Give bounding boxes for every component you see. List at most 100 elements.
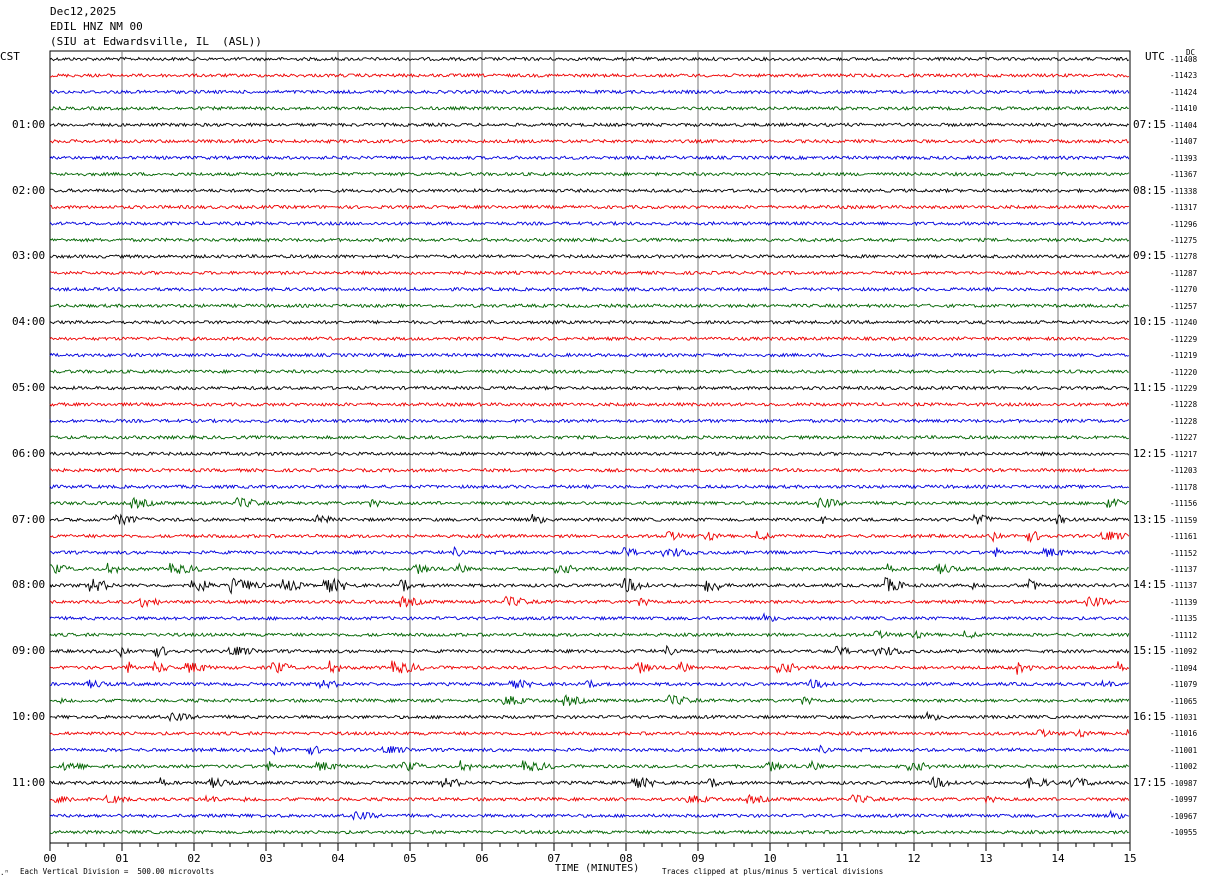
trace xyxy=(49,660,1130,675)
right-hour-label: 08:15 xyxy=(1133,183,1167,197)
trace xyxy=(49,694,1130,707)
dc-offset-label: -11161 xyxy=(1170,532,1198,542)
trace xyxy=(49,496,1129,510)
trace xyxy=(49,155,1130,161)
dc-offset-label: -11404 xyxy=(1170,120,1198,130)
dc-offset-label: -10997 xyxy=(1170,795,1198,805)
trace xyxy=(49,418,1130,424)
left-hour-label: 06:00 xyxy=(12,446,46,460)
right-hour-label: 17:15 xyxy=(1133,775,1167,789)
trace xyxy=(49,562,1129,575)
dc-offset-label: -11408 xyxy=(1170,55,1198,64)
x-tick-label: 09 xyxy=(691,852,704,865)
x-tick-label: 15 xyxy=(1123,852,1136,865)
dc-offset-label: -11152 xyxy=(1170,548,1198,558)
trace xyxy=(49,829,1129,835)
dc-offset-label: -11296 xyxy=(1170,219,1198,229)
dc-offset-label: -11178 xyxy=(1170,482,1198,492)
trace xyxy=(49,56,1130,62)
dc-offset-label: -11257 xyxy=(1170,301,1198,311)
trace xyxy=(49,776,1130,789)
dc-offset-label: -11424 xyxy=(1170,87,1198,97)
left-hour-label: 09:00 xyxy=(12,644,46,658)
left-hour-label: 08:00 xyxy=(12,578,46,592)
x-tick-label: 10 xyxy=(763,852,776,865)
left-hour-label: 07:00 xyxy=(12,512,46,526)
trace xyxy=(49,451,1130,457)
trace xyxy=(49,368,1129,375)
dc-offset-label: -11112 xyxy=(1170,630,1198,640)
right-hour-label: 12:15 xyxy=(1133,446,1167,460)
trace xyxy=(49,759,1130,772)
trace xyxy=(49,253,1130,260)
dc-offset-label: -11031 xyxy=(1170,713,1198,722)
left-hour-label: 01:00 xyxy=(12,117,46,131)
trace xyxy=(49,434,1130,441)
trace xyxy=(49,513,1130,526)
x-tick-label: 03 xyxy=(259,852,272,865)
right-hour-label: 16:15 xyxy=(1133,710,1167,723)
dc-offset-label: -11139 xyxy=(1170,597,1198,607)
trace xyxy=(49,644,1130,659)
dc-offset-label: -11317 xyxy=(1170,203,1198,213)
x-tick-label: 00 xyxy=(43,852,56,865)
x-axis-title: TIME (MINUTES) xyxy=(555,863,640,874)
station-label: (SIU at Edwardsville, IL (ASL)) xyxy=(50,35,262,48)
trace xyxy=(49,270,1129,276)
x-tick-label: 14 xyxy=(1051,852,1065,865)
x-tick-label: 01 xyxy=(115,852,128,865)
dc-offset-label: -11240 xyxy=(1170,318,1198,328)
footer-corner-mark: .ⁿ xyxy=(0,868,10,877)
dc-offset-label: -11159 xyxy=(1170,515,1198,525)
dc-offset-label: -11407 xyxy=(1170,137,1198,147)
trace xyxy=(49,204,1129,210)
dc-offset-label: -11410 xyxy=(1170,104,1198,114)
right-hour-label: 11:15 xyxy=(1133,381,1167,394)
dc-offset-label: -11002 xyxy=(1170,762,1198,772)
trace xyxy=(49,629,1130,640)
plot-frame xyxy=(49,50,1131,844)
trace xyxy=(49,237,1130,243)
trace xyxy=(49,793,1130,805)
clip-footnote: Traces clipped at plus/minus 5 vertical … xyxy=(662,867,884,876)
dc-offset-label: -11278 xyxy=(1170,252,1198,262)
dc-offset-label: -11065 xyxy=(1170,696,1198,706)
dc-offset-label: -11338 xyxy=(1170,186,1198,196)
x-tick-label: 08 xyxy=(619,852,632,865)
left-hour-label: 10:00 xyxy=(12,710,46,723)
trace xyxy=(49,122,1130,128)
left-hour-label: 02:00 xyxy=(12,183,46,197)
trace xyxy=(49,401,1130,407)
trace xyxy=(49,710,1129,723)
left-hour-label: 03:00 xyxy=(12,249,46,263)
channel-label: EDIL HNZ NM 00 xyxy=(50,20,143,33)
dc-offset-label: -10967 xyxy=(1170,811,1198,821)
left-hour-label: 04:00 xyxy=(12,315,46,329)
x-tick-label: 02 xyxy=(187,852,200,865)
dc-offset-label: -11228 xyxy=(1170,416,1198,426)
trace xyxy=(49,744,1130,756)
right-hour-label: 15:15 xyxy=(1133,644,1167,658)
dc-offset-label: -11137 xyxy=(1170,564,1198,574)
x-tick-label: 04 xyxy=(331,852,345,865)
trace xyxy=(49,171,1130,177)
dc-offset-label: -11228 xyxy=(1170,400,1198,410)
dc-offset-label: -11393 xyxy=(1170,153,1198,163)
trace xyxy=(49,467,1129,473)
trace xyxy=(49,303,1130,309)
dc-offset-label: -11227 xyxy=(1170,433,1198,443)
trace xyxy=(49,576,1130,595)
trace xyxy=(49,72,1130,79)
trace xyxy=(49,89,1130,95)
x-tick-label: 13 xyxy=(979,852,992,865)
dc-offset-label: -11229 xyxy=(1170,334,1198,344)
right-hour-label: 10:15 xyxy=(1133,315,1167,329)
date-label: Dec12,2025 xyxy=(50,5,117,18)
dc-offset-label: -11079 xyxy=(1170,680,1198,690)
left-timezone-label: CST xyxy=(0,50,20,63)
trace xyxy=(49,809,1129,821)
dc-offset-label: -11156 xyxy=(1170,499,1198,509)
trace xyxy=(49,530,1130,544)
dc-offset-label: -10987 xyxy=(1170,778,1198,788)
